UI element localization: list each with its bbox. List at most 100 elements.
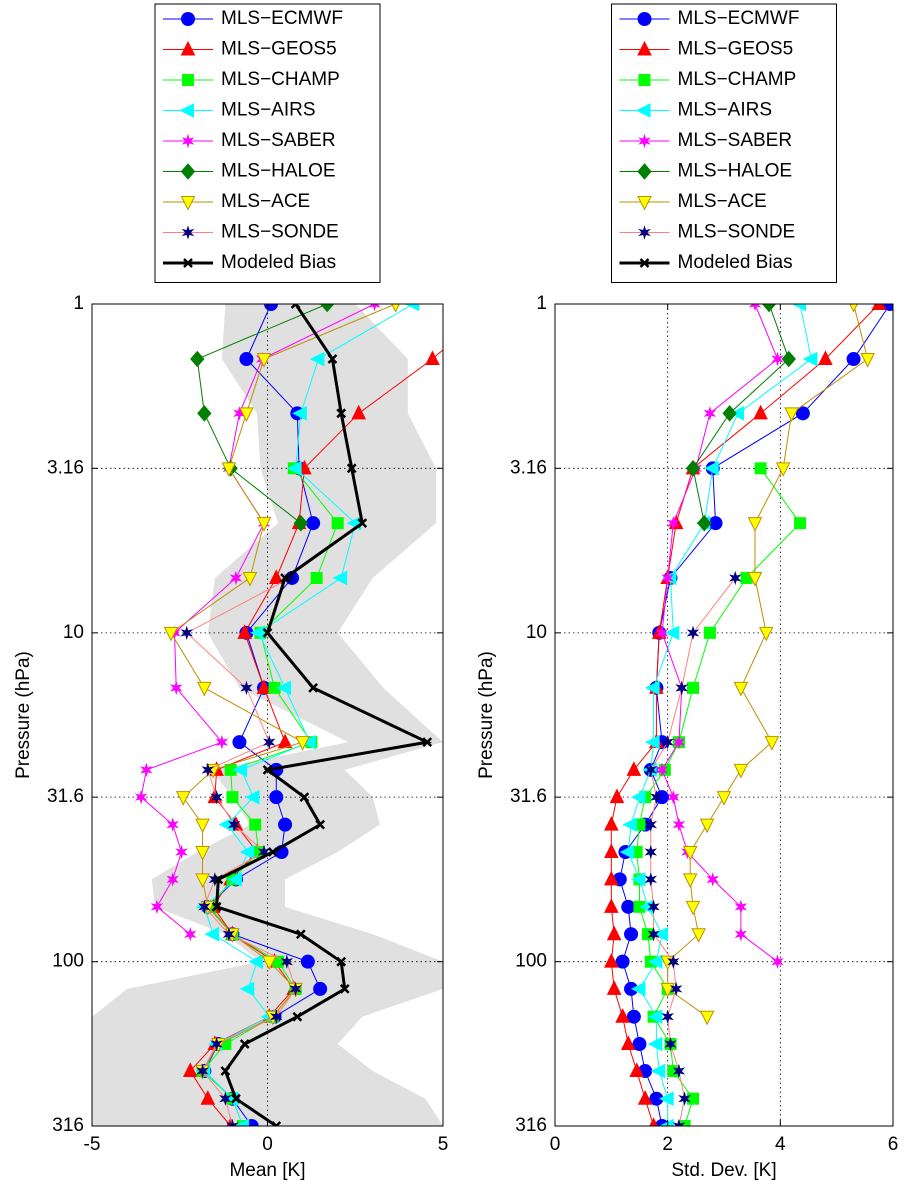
marker [332, 570, 348, 586]
marker [290, 304, 301, 309]
marker [180, 163, 196, 180]
marker [661, 1009, 674, 1024]
marker [655, 625, 669, 641]
marker [775, 462, 791, 477]
marker [226, 791, 239, 804]
marker [231, 1093, 241, 1104]
marker [327, 354, 338, 364]
marker [704, 461, 719, 476]
legend-label: MLS−ECMWF [678, 8, 800, 29]
marker [615, 1008, 630, 1023]
marker [647, 1009, 663, 1025]
marker [734, 899, 748, 915]
marker [691, 928, 706, 943]
marker [295, 736, 310, 751]
marker [182, 1062, 198, 1078]
marker [703, 406, 717, 421]
marker [733, 681, 749, 697]
marker [175, 844, 188, 860]
marker [134, 789, 148, 805]
marker [198, 899, 211, 915]
y-tick-label: 100 [515, 951, 547, 972]
marker [221, 462, 237, 477]
legend-label: Modeled Bias [678, 252, 793, 273]
marker [270, 1009, 283, 1024]
marker [306, 516, 321, 531]
marker [818, 350, 833, 366]
marker [289, 981, 302, 997]
marker [166, 872, 179, 887]
marker [227, 872, 242, 887]
legend: MLS−ECMWF MLS−GEOS5 MLS−CHAMP MLS−AIRS MLS−S… [154, 3, 381, 283]
marker [630, 789, 646, 805]
marker [268, 569, 284, 584]
marker [644, 817, 658, 832]
marker [262, 627, 273, 638]
marker [650, 789, 663, 805]
marker [229, 570, 243, 586]
legend-label: MLS−SONDE [221, 222, 339, 243]
marker [644, 680, 660, 696]
marker [278, 817, 293, 832]
marker [638, 225, 651, 240]
marker [331, 517, 344, 530]
y-tick-label: 3.16 [47, 457, 84, 478]
marker [771, 954, 784, 969]
marker [606, 980, 622, 995]
marker [637, 1090, 653, 1105]
y-tick-label: 10 [63, 622, 84, 643]
marker [489, 297, 502, 310]
marker [195, 846, 210, 861]
marker [644, 872, 658, 887]
marker [140, 762, 153, 778]
marker [647, 927, 660, 942]
marker [286, 461, 302, 476]
marker [659, 1118, 674, 1126]
x-axis-label: Mean [K] [229, 1160, 305, 1181]
marker [299, 792, 310, 803]
legend-label: MLS−ECMWF [221, 8, 343, 29]
marker [697, 514, 712, 532]
marker [729, 570, 742, 586]
legend-label: MLS−AIRS [221, 100, 316, 121]
marker [169, 680, 183, 696]
marker [849, 304, 858, 313]
marker [256, 353, 272, 368]
marker [336, 956, 347, 967]
marker [422, 737, 433, 748]
marker [635, 103, 651, 118]
y-tick-label: 316 [52, 1115, 84, 1136]
marker [239, 844, 255, 860]
marker [240, 680, 253, 696]
marker [621, 899, 636, 914]
marker [232, 735, 247, 750]
x-tick-label: 5 [438, 1134, 449, 1155]
marker [706, 872, 719, 887]
marker [883, 304, 893, 311]
marker [248, 954, 263, 969]
plot [92, 297, 502, 1126]
marker [292, 406, 307, 421]
marker [234, 1118, 249, 1126]
marker [181, 225, 195, 240]
marker [784, 407, 799, 422]
marker [320, 304, 335, 313]
series-line [185, 577, 297, 1126]
marker [180, 625, 194, 641]
marker [604, 870, 619, 886]
marker [629, 1062, 644, 1078]
marker [639, 258, 650, 268]
marker [197, 405, 212, 422]
marker [795, 406, 810, 421]
panel: 1 3.16 10 31.6 100 316-5 0 5 Mean [K] Pressure (h… [13, 3, 502, 1181]
plot-frame [554, 303, 894, 1127]
marker [659, 1091, 674, 1106]
marker [761, 304, 777, 313]
marker [184, 927, 197, 942]
marker [211, 901, 222, 912]
x-tick-label: 0 [550, 1134, 561, 1155]
marker [606, 925, 622, 941]
marker [368, 304, 381, 312]
